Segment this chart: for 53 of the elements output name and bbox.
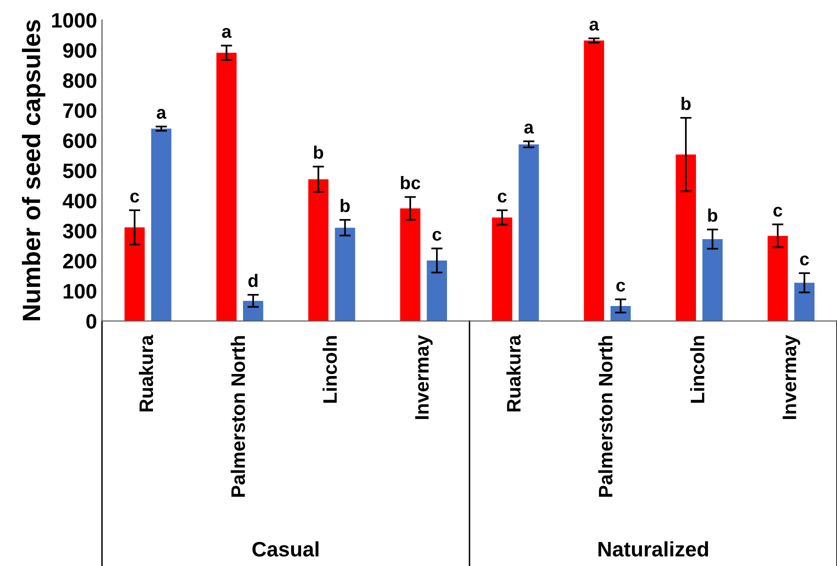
x-tick-label: Palmerston North xyxy=(230,336,246,497)
bar xyxy=(702,239,723,321)
y-tick-label: 400 xyxy=(62,194,96,208)
data-label: c xyxy=(773,206,782,217)
bar xyxy=(768,236,788,321)
bar xyxy=(492,217,512,321)
data-label: c xyxy=(800,256,809,266)
data-label: c xyxy=(432,230,442,241)
bar xyxy=(151,128,172,321)
bar xyxy=(400,208,420,321)
bar xyxy=(518,144,539,321)
y-tick-label: 100 xyxy=(64,284,96,299)
y-axis-title: Number of seed capsules xyxy=(22,20,46,320)
y-tick-label: 1000 xyxy=(52,13,96,28)
y-tick-label: 200 xyxy=(63,254,96,269)
y-tick-label: 800 xyxy=(63,73,96,88)
bar xyxy=(794,282,814,321)
data-label: a xyxy=(524,124,534,134)
y-tick-label: 900 xyxy=(63,43,96,58)
text: Naturalized xyxy=(598,541,708,557)
x-tick-label: Invermay xyxy=(415,334,433,419)
bar xyxy=(124,227,145,321)
data-label: bc xyxy=(400,176,420,190)
data-label: b xyxy=(340,198,350,212)
y-tick-label: 300 xyxy=(62,224,96,238)
bar xyxy=(676,154,696,321)
text: Casual xyxy=(252,541,318,557)
data-label: b xyxy=(314,146,324,159)
data-label: a xyxy=(222,28,232,38)
data-label: a xyxy=(156,108,166,119)
x-tick-label: Lincoln xyxy=(322,336,337,403)
bar xyxy=(308,179,328,321)
data-label: b xyxy=(708,208,718,222)
bar xyxy=(334,228,356,321)
bar xyxy=(216,52,237,321)
x-tick-label: Lincoln xyxy=(690,336,704,403)
data-label: a xyxy=(590,20,600,31)
bar xyxy=(426,260,447,321)
data-label: b xyxy=(682,96,691,110)
x-tick-label: Invermay xyxy=(782,334,800,419)
y-tick-label: 700 xyxy=(63,103,96,118)
bar xyxy=(243,300,264,321)
x-tick-label: Ruakura xyxy=(506,334,521,412)
y-tick-label: 0 xyxy=(86,314,96,329)
y-tick-label: 500 xyxy=(63,164,96,178)
y-tick-label: 600 xyxy=(63,133,96,148)
data-label: c xyxy=(130,192,140,202)
x-tick-label: Ruakura xyxy=(138,334,154,412)
bar xyxy=(584,40,604,321)
data-label: c xyxy=(498,192,507,202)
x-tick-label: Palmerston North xyxy=(598,336,613,497)
data-label: c xyxy=(616,282,626,292)
data-label: d xyxy=(248,274,258,288)
